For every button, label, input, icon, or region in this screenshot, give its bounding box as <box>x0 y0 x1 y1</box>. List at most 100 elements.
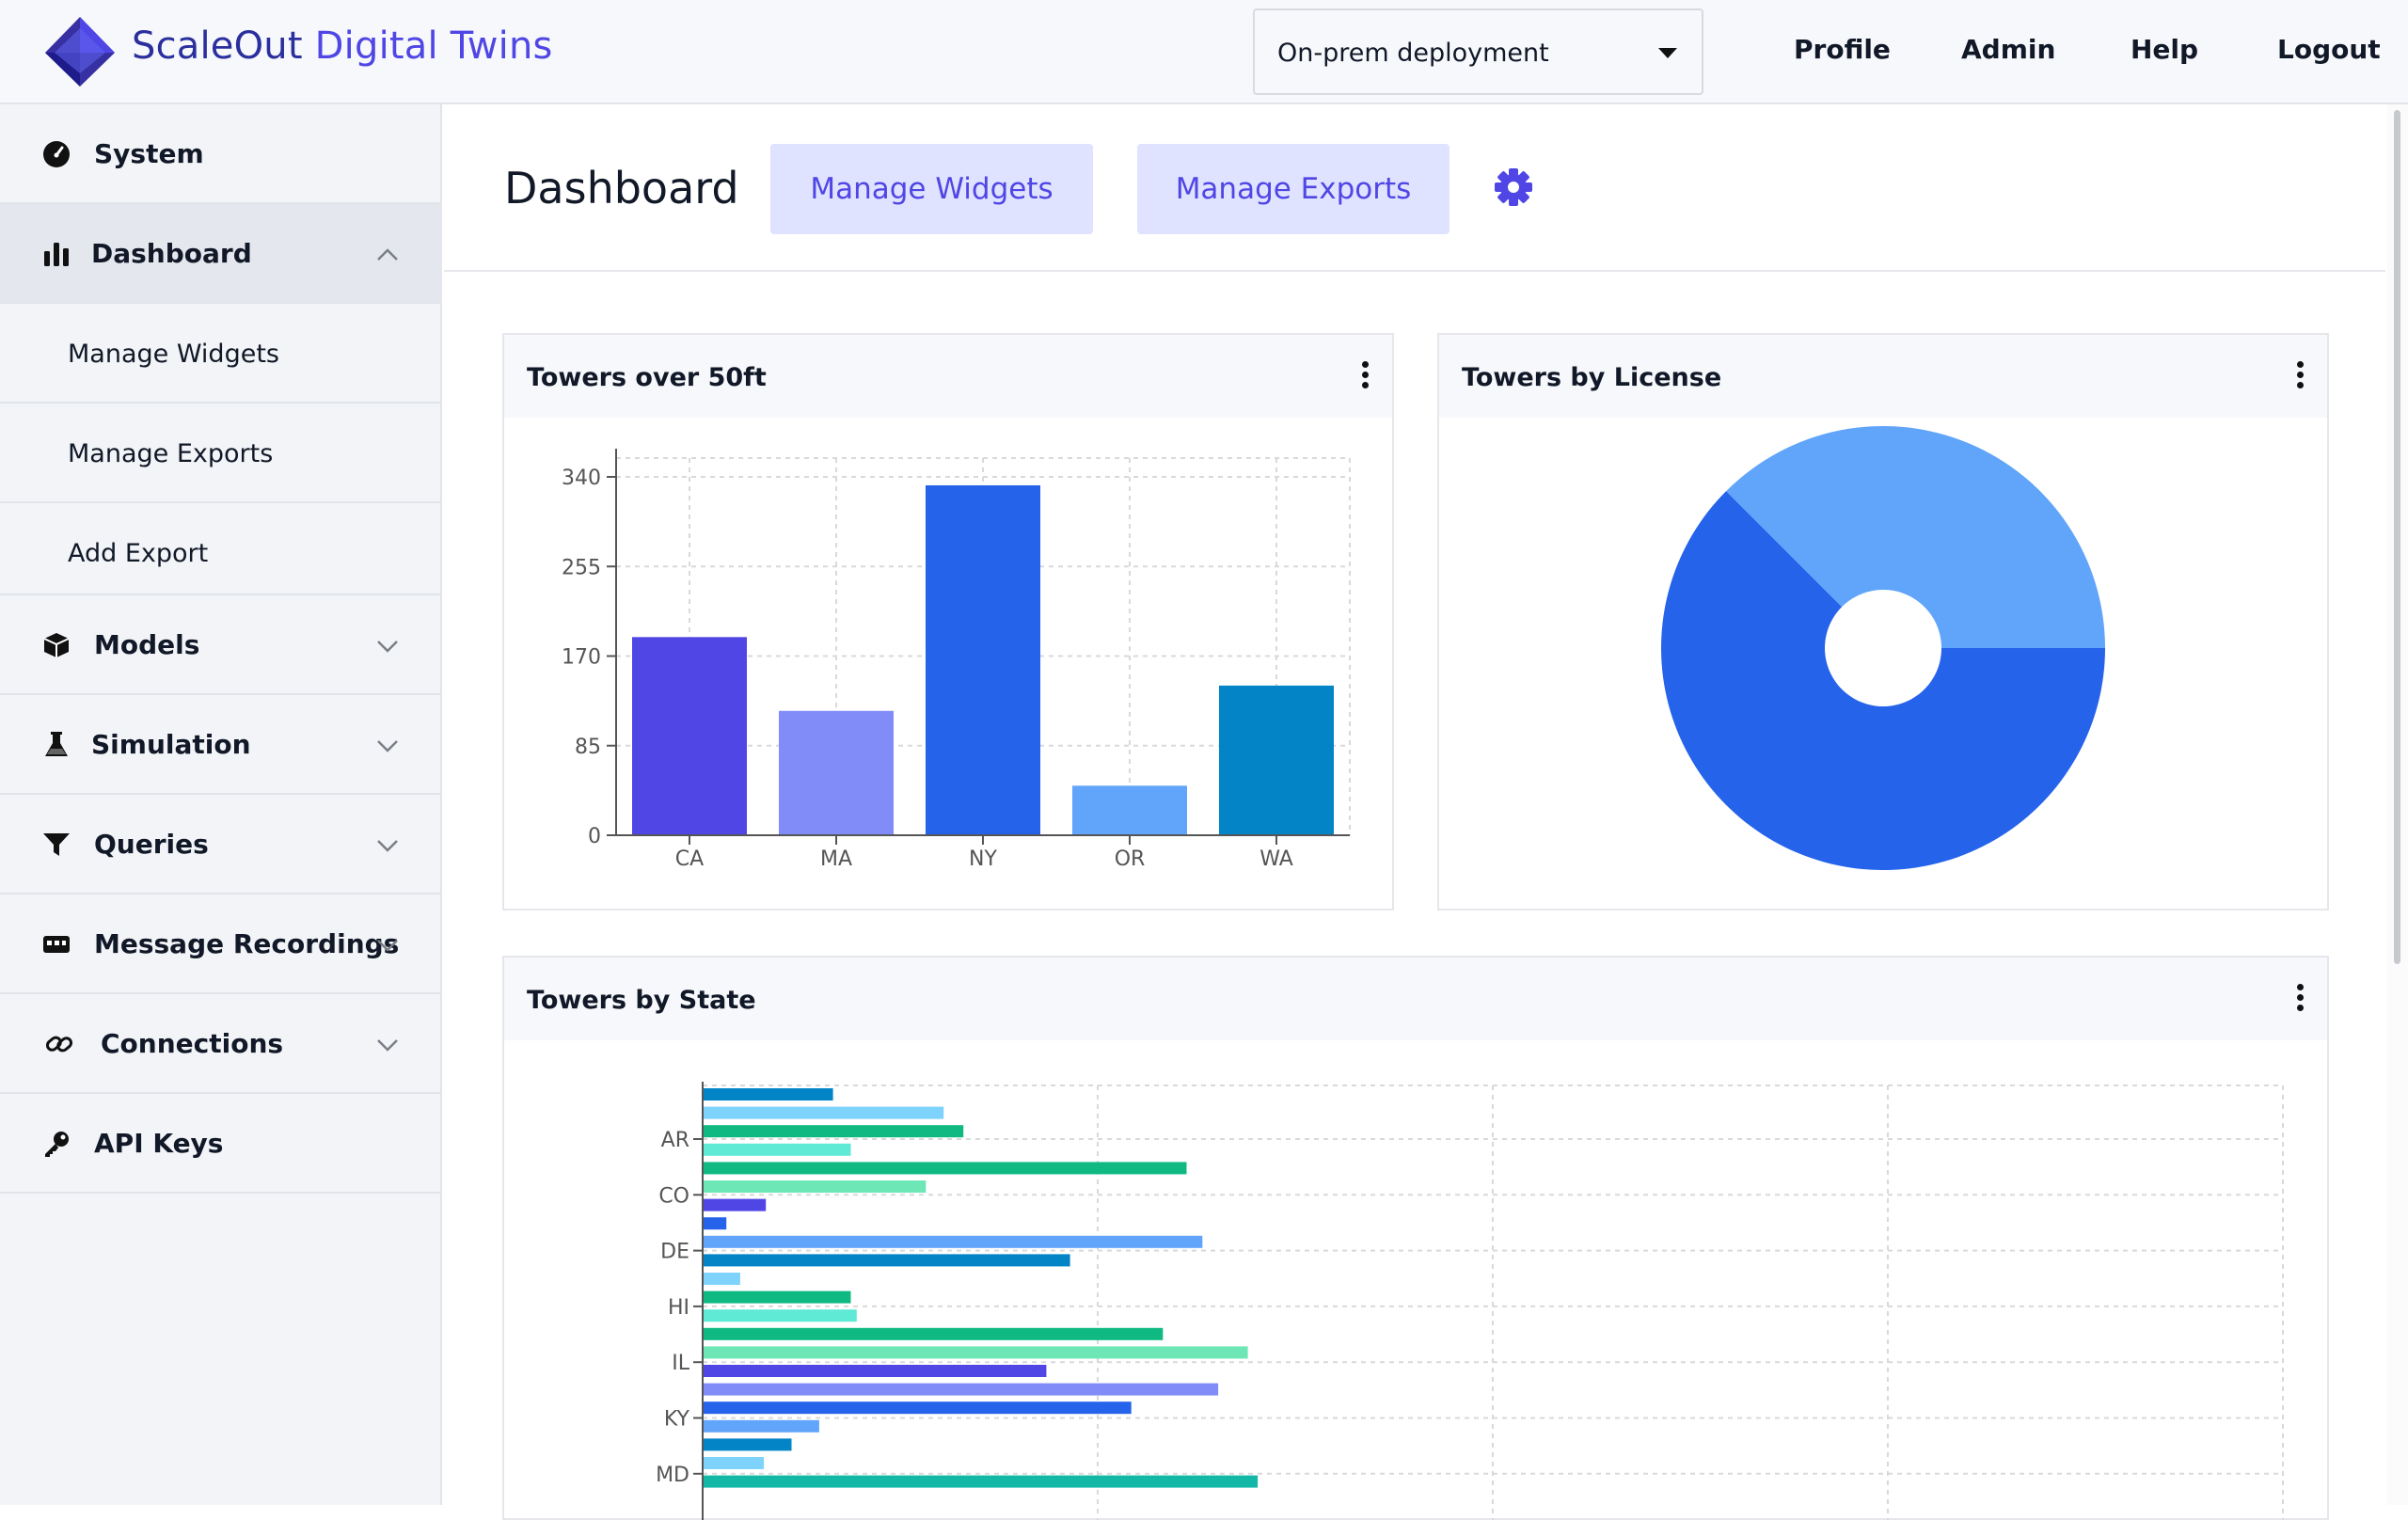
sidebar-subitem-label: Manage Exports <box>68 439 274 468</box>
sidebar-item-simulation[interactable]: Simulation <box>0 695 442 795</box>
nav-profile[interactable]: Profile <box>1794 34 1891 65</box>
hbar-1 <box>703 1088 833 1100</box>
widget-title: Towers over 50ft <box>527 363 767 392</box>
widget-towers-over-50ft: Towers over 50ft 0 85 170 255 340 CA MA NY OR WA <box>502 333 1394 910</box>
y-tick-label: AR <box>661 1129 689 1152</box>
y-tick-label: DE <box>660 1241 689 1264</box>
hbar-22 <box>703 1475 1259 1488</box>
bar-chart-icon <box>44 243 69 266</box>
scrollbar-thumb[interactable] <box>2394 110 2400 964</box>
pie-slice-1 <box>1661 491 2105 870</box>
y-tick-label: 170 <box>562 646 601 670</box>
widget-header: Towers by State <box>504 958 2327 1040</box>
chevron-down-icon[interactable] <box>376 834 399 857</box>
hbar-10 <box>703 1254 1070 1267</box>
x-tick-label: NY <box>969 847 997 871</box>
sidebar-item-dashboard[interactable]: Dashboard <box>0 204 442 304</box>
widget-title: Towers by State <box>527 986 756 1015</box>
hbar-chart-grid <box>703 1085 2284 1520</box>
kebab-menu-icon[interactable] <box>2297 984 2305 1012</box>
nav-help[interactable]: Help <box>2131 34 2199 65</box>
nav-logout[interactable]: Logout <box>2277 34 2381 65</box>
chevron-up-icon[interactable] <box>376 244 399 266</box>
sidebar-item-api-keys[interactable]: API Keys <box>0 1094 442 1194</box>
sidebar-item-label: Simulation <box>91 729 251 760</box>
y-tick-label: HI <box>668 1296 689 1320</box>
sidebar-item-label: System <box>94 138 204 169</box>
y-tick-label: KY <box>664 1408 690 1432</box>
widget-towers-by-license: Towers by License <box>1437 333 2329 910</box>
hbar-11 <box>703 1273 740 1285</box>
towers-by-state-chart: AR CO DE HI IL KY MD <box>656 1082 2284 1520</box>
brand-product: Digital Twins <box>314 24 553 68</box>
sidebar-item-label: Models <box>94 629 200 660</box>
caret-down-icon <box>1658 48 1677 58</box>
hbar-12 <box>703 1290 851 1304</box>
y-tick-label: 255 <box>562 556 601 579</box>
x-tick-label: MA <box>820 847 852 871</box>
hbar-14 <box>703 1327 1164 1340</box>
hbar-9 <box>703 1235 1203 1248</box>
page-header: Dashboard Manage Widgets Manage Exports <box>444 104 2385 272</box>
chevron-down-icon[interactable] <box>376 1034 399 1056</box>
brand-title[interactable]: ScaleOut Digital Twins <box>132 24 553 68</box>
widget-header: Towers by License <box>1439 335 2327 418</box>
bar-ca <box>632 637 747 835</box>
sidebar-item-models[interactable]: Models <box>0 595 442 695</box>
brand-name: ScaleOut <box>132 24 303 68</box>
y-tick-label: 0 <box>588 825 601 848</box>
sidebar-subitem-manage-exports[interactable]: Manage Exports <box>0 404 442 503</box>
bar-wa <box>1219 685 1334 835</box>
hbar-8 <box>703 1217 727 1230</box>
manage-widgets-button[interactable]: Manage Widgets <box>770 144 1093 234</box>
sidebar-subitem-add-export[interactable]: Add Export <box>0 503 442 595</box>
widget-title: Towers by License <box>1462 363 1722 392</box>
sidebar-item-queries[interactable]: Queries <box>0 795 442 895</box>
nav-admin[interactable]: Admin <box>1961 34 2056 65</box>
hbar-18 <box>703 1401 1132 1415</box>
x-tick-label: WA <box>1259 847 1293 871</box>
flask-icon <box>45 732 68 756</box>
y-tick-label: IL <box>672 1352 689 1375</box>
sidebar-item-label: Dashboard <box>91 238 252 269</box>
chevron-down-icon[interactable] <box>376 635 399 657</box>
kebab-menu-icon[interactable] <box>1362 361 1370 389</box>
chevron-down-icon[interactable] <box>376 934 399 957</box>
sidebar-subitem-manage-widgets[interactable]: Manage Widgets <box>0 304 442 404</box>
main-content: Dashboard Manage Widgets Manage Exports … <box>444 104 2385 1520</box>
hbar-7 <box>703 1198 767 1211</box>
hbar-20 <box>703 1438 792 1451</box>
top-bar: ScaleOut Digital Twins On-prem deploymen… <box>0 0 2408 104</box>
bar-or <box>1072 785 1187 835</box>
sidebar-subitem-label: Add Export <box>68 539 209 568</box>
key-icon <box>45 1132 69 1157</box>
deployment-select[interactable]: On-prem deployment <box>1253 8 1703 95</box>
hbar-3 <box>703 1125 964 1138</box>
hbar-17 <box>703 1383 1219 1396</box>
sidebar-item-connections[interactable]: Connections <box>0 994 442 1094</box>
sidebar-item-message-recordings[interactable]: Message Recordings <box>0 895 442 994</box>
scaleout-logo-icon[interactable] <box>43 15 117 88</box>
hbar-13 <box>703 1309 857 1322</box>
sidebar: System Dashboard Manage Widgets Manage E… <box>0 104 442 1505</box>
sidebar-item-system[interactable]: System <box>0 104 442 204</box>
y-tick-label: MD <box>656 1464 689 1487</box>
hbar-15 <box>703 1346 1248 1359</box>
widget-header: Towers over 50ft <box>504 335 1392 418</box>
vertical-scrollbar[interactable] <box>2387 104 2408 1505</box>
towers-over-50ft-chart: 0 85 170 255 340 CA MA NY OR WA <box>562 449 1351 871</box>
hbar-21 <box>703 1457 765 1469</box>
sidebar-item-label: Queries <box>94 829 209 860</box>
hbar-6 <box>703 1180 927 1193</box>
towers-by-license-chart <box>1661 426 2105 870</box>
gear-icon[interactable] <box>1493 166 1534 208</box>
sidebar-item-label: Message Recordings <box>94 928 400 959</box>
y-tick-label: CO <box>658 1184 689 1208</box>
kebab-menu-icon[interactable] <box>2297 361 2305 389</box>
hbar-16 <box>703 1365 1047 1377</box>
page-title: Dashboard <box>504 163 739 214</box>
hbar-19 <box>703 1419 819 1433</box>
chevron-down-icon[interactable] <box>376 735 399 757</box>
y-tick-label: 85 <box>575 736 601 759</box>
manage-exports-button[interactable]: Manage Exports <box>1137 144 1450 234</box>
